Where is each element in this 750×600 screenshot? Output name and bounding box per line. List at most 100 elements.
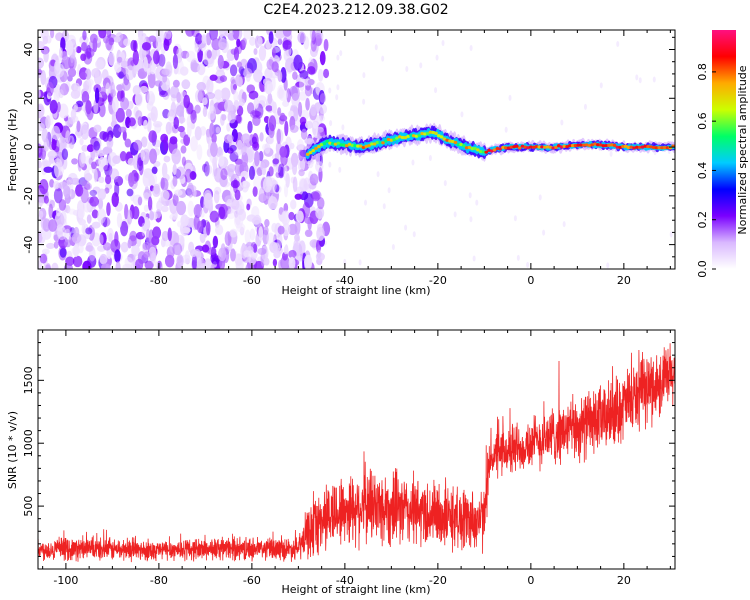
- spectrogram-noise-cell: [319, 103, 328, 115]
- spectrogram-noise-cell: [173, 116, 180, 130]
- spectrogram-noise-cell: [271, 61, 279, 73]
- spectrogram-ridge-core: [537, 145, 542, 149]
- spectrogram-ridge-core: [523, 145, 528, 149]
- spectrogram-ridge-core: [347, 142, 352, 146]
- spectrogram-ridge-core: [439, 135, 444, 139]
- spectrogram-noise-cell: [116, 84, 123, 92]
- spectrogram-noise-cell: [145, 229, 151, 244]
- spectrogram-noise-cell: [289, 124, 299, 133]
- spectrogram-noise-cell: [169, 85, 180, 99]
- spectrogram-noise-cell: [53, 241, 59, 249]
- spectrogram-noise-cell: [319, 93, 327, 104]
- spectrogram-noise-cell: [80, 53, 87, 62]
- spectrogram-noise-cell: [267, 92, 273, 105]
- spectrogram-noise-cell: [120, 97, 130, 110]
- spectrogram-noise-cell: [157, 31, 166, 39]
- spectrogram-ridge-core: [498, 147, 502, 151]
- spectrogram-noise-cell: [61, 148, 69, 160]
- spectrogram-noise-cell: [72, 255, 83, 268]
- spectrogram-ridge-core: [322, 141, 327, 146]
- spectrogram-noise-cell: [100, 86, 107, 96]
- spectrogram-noise-cell: [288, 211, 295, 221]
- spectrogram-ridge-core: [543, 145, 547, 149]
- spectrogram-noise-cell: [268, 31, 274, 44]
- spectrogram-ridge-core: [651, 145, 656, 150]
- spectrogram-faint-cell: [320, 33, 324, 40]
- spectrogram-ridge-core: [612, 143, 617, 147]
- spectrogram-noise-cell: [299, 178, 308, 192]
- spectrogram-noise-cell: [155, 36, 162, 51]
- spectrogram-noise-cell: [73, 82, 81, 98]
- spectrogram-noise-cell: [247, 120, 253, 134]
- colorbar-tick-label: 0.6: [696, 112, 709, 130]
- spectrogram-ridge-core: [579, 143, 583, 147]
- spectrogram-noise-cell: [265, 105, 273, 112]
- spectrogram-noise-cell: [111, 110, 117, 127]
- spectrogram-ridge-core: [386, 137, 391, 142]
- spectrogram-noise-cell: [124, 256, 133, 268]
- spectrogram-noise-cell: [288, 110, 294, 118]
- spectrogram-noise-cell: [103, 242, 112, 251]
- spectrogram-ridge-core: [336, 141, 341, 145]
- spectrogram-noise-cell: [305, 97, 310, 111]
- spectrogram-noise-cell: [162, 74, 168, 83]
- spectrogram-ridge-core: [554, 145, 558, 150]
- spectrogram-noise-cell: [230, 79, 237, 95]
- colorbar-tick-label: 0.8: [696, 63, 709, 81]
- spectrogram-noise-cell: [154, 261, 159, 268]
- spectrogram-noise-cell: [82, 200, 92, 213]
- spectrogram-noise-cell: [120, 221, 129, 237]
- spectrogram-noise-cell: [292, 71, 298, 80]
- spectrogram-noise-cell: [58, 103, 69, 119]
- spectrogram-noise-cell: [294, 254, 303, 262]
- spectrogram-signal-ridge: [305, 122, 675, 164]
- spectrogram-ridge-core: [568, 144, 572, 148]
- spectrogram-noise-cell: [65, 256, 75, 266]
- spectrogram-noise-cell: [246, 203, 251, 211]
- spectrogram-ridge-core: [344, 144, 349, 148]
- spectrogram-panel: -100 -80 -60 -40 -20 0 20 -40 -20 0 20 40 Height o…: [6, 29, 676, 297]
- spectrogram-noise-cell: [93, 124, 102, 133]
- spectrogram-noise-cell: [233, 90, 239, 103]
- spectrogram-faint-cell: [526, 261, 530, 268]
- spectrogram-noise-cell: [316, 226, 325, 241]
- spectrogram-ridge-core: [330, 142, 335, 146]
- spectrogram-noise-cell: [153, 183, 160, 195]
- spectrogram-noise-cell: [172, 193, 179, 207]
- spectrogram-ridge-core: [556, 144, 561, 148]
- spectrogram-noise-cell: [253, 69, 263, 83]
- spectrogram-noise-cell: [98, 103, 106, 118]
- spectrogram-faint-cell: [404, 224, 408, 231]
- spectrogram-ridge-core: [531, 145, 536, 149]
- spectrogram-noise-cell: [106, 202, 111, 217]
- colorbar-tick-label: 0.4: [696, 162, 709, 180]
- spectrogram-ridge-core: [342, 143, 346, 147]
- spectrogram-faint-cell: [336, 54, 340, 61]
- spectrogram-noise-cell: [286, 88, 292, 103]
- spectrogram-noise-cells: [38, 30, 673, 269]
- spectrogram-ridge-core: [643, 144, 648, 148]
- spectrogram-ridge-core: [640, 145, 645, 149]
- spectrogram-faint-cell: [328, 87, 332, 94]
- spectrogram-ridge-core: [397, 135, 402, 139]
- spectrogram-noise-cell: [84, 47, 95, 58]
- spectrogram-noise-cell: [299, 77, 305, 92]
- spectrogram-ridge-core: [364, 144, 369, 148]
- spectrogram-noise-cell: [243, 30, 252, 40]
- spectrogram-noise-cell: [114, 63, 122, 73]
- spectrogram-noise-cell: [38, 260, 43, 269]
- spectrogram-noise-cell: [229, 144, 237, 152]
- spectrogram-noise-cell: [41, 128, 49, 143]
- spectrogram-noise-cell: [113, 36, 121, 43]
- spectrogram-noise-cell: [171, 148, 182, 165]
- spectrogram-noise-cell: [194, 104, 201, 114]
- spectrogram-x-tick-label: -20: [429, 274, 447, 287]
- spectrogram-noise-cell: [167, 227, 172, 242]
- spectrogram-ridge-core: [456, 142, 461, 147]
- spectrogram-noise-cell: [274, 184, 280, 193]
- spectrogram-noise-cell: [52, 180, 60, 190]
- spectrogram-noise-cell: [190, 109, 197, 124]
- spectrogram-noise-cell: [114, 249, 121, 263]
- spectrogram-noise-cell: [315, 161, 324, 173]
- spectrogram-faint-cell: [435, 54, 439, 61]
